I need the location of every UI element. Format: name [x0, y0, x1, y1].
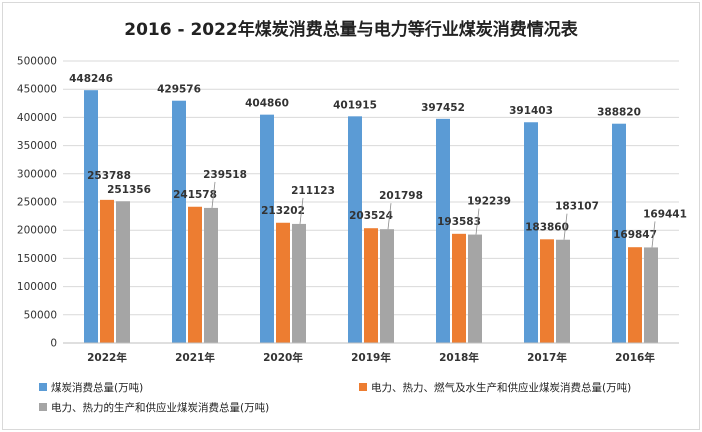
bar-s2-5 [452, 233, 466, 343]
chart-legend: 煤炭消费总量(万吨) 电力、热力、燃气及水生产和供应业煤炭消费总量(万吨) 电力… [39, 377, 699, 423]
y-tick-label-9: 450000 [17, 84, 57, 96]
data-label-s1-7: 388820 [597, 107, 641, 119]
x-tick-label-6: 2017年 [527, 351, 567, 364]
data-label-s1-1: 448246 [69, 73, 113, 85]
data-label-s3-2: 239518 [203, 169, 247, 181]
data-label-s2-3: 213202 [261, 205, 305, 217]
x-tick-label-3: 2020年 [263, 351, 303, 364]
data-label-s2-4: 203524 [349, 210, 393, 222]
y-tick-label-7: 350000 [17, 140, 57, 152]
chart-title: 2016 - 2022年煤炭消费总量与电力等行业煤炭消费情况表 [124, 20, 578, 40]
bar-s2-2 [188, 206, 202, 343]
bar-s2-4 [364, 228, 378, 343]
legend-item-series-3: 电力、热力的生产和供应业煤炭消费总量(万吨) [39, 399, 269, 415]
bar-s2-7 [628, 247, 642, 343]
legend-label-2: 电力、热力、燃气及水生产和供应业煤炭消费总量(万吨) [371, 381, 632, 394]
bar-s1-5 [436, 118, 450, 344]
chart-plot: 0 50000 100000 150000 200000 250000 300000 3500… [17, 56, 687, 365]
legend-label-1: 煤炭消费总量(万吨) [51, 381, 144, 394]
y-tick-label-6: 300000 [17, 168, 57, 180]
legend-item-series-2: 电力、热力、燃气及水生产和供应业煤炭消费总量(万吨) [359, 379, 631, 395]
bar-s3-4 [380, 229, 394, 343]
y-tick-label-10: 500000 [17, 56, 57, 68]
data-label-s1-4: 401915 [333, 99, 377, 111]
y-tick-label-4: 200000 [17, 225, 57, 237]
legend-item-series-1: 煤炭消费总量(万吨) [39, 379, 143, 395]
data-label-s3-1: 251356 [107, 184, 151, 196]
data-label-s2-1: 253788 [87, 170, 131, 182]
bar-s2-3 [276, 222, 290, 343]
bar-s2-6 [540, 239, 554, 343]
leader-line-s3-7 [651, 221, 656, 248]
bar-s3-7 [644, 247, 658, 343]
data-label-s2-6: 183860 [525, 221, 569, 233]
legend-swatch-3 [39, 403, 47, 411]
data-label-s2-5: 193583 [437, 216, 481, 228]
y-tick-label-5: 250000 [17, 197, 57, 209]
leader-line-s3-6 [563, 213, 568, 240]
data-label-s2-7: 169847 [613, 229, 657, 241]
bar-s2-1 [100, 199, 114, 343]
bar-s1-2 [172, 100, 186, 343]
data-label-s2-2: 241578 [173, 189, 217, 201]
leader-line-s3-4 [387, 203, 392, 230]
bar-s1-6 [524, 122, 538, 343]
data-label-s1-3: 404860 [245, 98, 289, 110]
data-label-s3-7: 169441 [643, 208, 687, 220]
y-tick-label-3: 150000 [17, 253, 57, 265]
x-tick-label-2: 2021年 [175, 351, 215, 364]
x-tick-label-4: 2019年 [351, 351, 391, 364]
legend-swatch-1 [39, 383, 47, 391]
bar-s3-5 [468, 234, 482, 343]
leader-line-s3-2 [211, 181, 216, 208]
y-tick-label-8: 400000 [17, 112, 57, 124]
bar-s3-1 [116, 201, 130, 343]
bar-s1-7 [612, 123, 626, 343]
bar-s3-6 [556, 239, 570, 343]
legend-label-3: 电力、热力的生产和供应业煤炭消费总量(万吨) [51, 401, 270, 414]
y-tick-label-2: 100000 [17, 281, 57, 293]
data-label-s3-6: 183107 [555, 201, 599, 213]
bar-s1-1 [84, 90, 98, 343]
bar-s1-4 [348, 116, 362, 343]
data-label-s3-4: 201798 [379, 190, 423, 202]
x-tick-label-5: 2018年 [439, 351, 479, 364]
data-label-s1-6: 391403 [509, 105, 553, 117]
x-tick-label-1: 2022年 [87, 351, 127, 364]
data-label-s3-3: 211123 [291, 185, 335, 197]
y-tick-label-1: 50000 [24, 309, 57, 321]
leader-line-s3-3 [299, 197, 304, 224]
bar-s3-2 [204, 207, 218, 343]
data-label-s3-5: 192239 [467, 196, 511, 208]
leader-line-s3-5 [475, 208, 480, 235]
bar-s1-3 [260, 114, 274, 343]
bar-s3-3 [292, 223, 306, 343]
data-label-s1-2: 429576 [157, 84, 201, 96]
y-tick-label-0: 0 [50, 338, 57, 350]
data-label-s1-5: 397452 [421, 102, 465, 114]
x-tick-label-7: 2016年 [615, 351, 655, 364]
legend-swatch-2 [359, 383, 367, 391]
